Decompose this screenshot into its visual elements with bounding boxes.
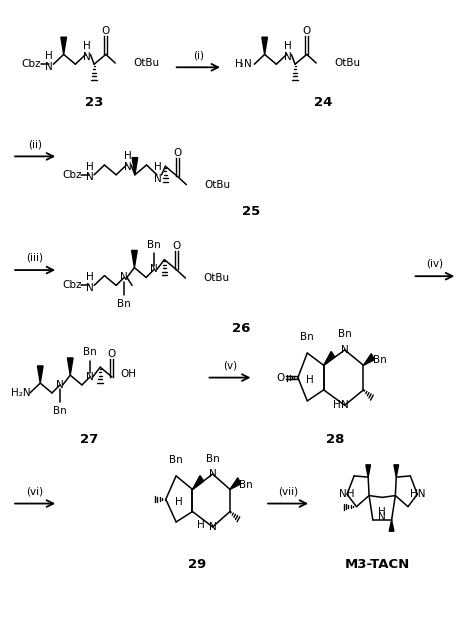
Polygon shape (132, 157, 137, 175)
Text: O: O (303, 26, 311, 36)
Polygon shape (132, 250, 137, 268)
Text: H₂N: H₂N (11, 388, 31, 398)
Text: 29: 29 (188, 559, 206, 572)
Text: (iv): (iv) (426, 259, 444, 269)
Text: O: O (276, 373, 285, 383)
Polygon shape (366, 465, 371, 477)
Text: Bn: Bn (169, 456, 183, 466)
Text: H: H (124, 151, 131, 161)
Text: M3-TACN: M3-TACN (345, 559, 410, 572)
Text: ₂: ₂ (239, 60, 243, 69)
Text: H: H (235, 60, 242, 69)
Text: H: H (333, 401, 341, 410)
Text: H: H (197, 520, 205, 530)
Text: N: N (341, 401, 348, 410)
Text: H: H (306, 375, 313, 385)
Text: Cbz: Cbz (63, 280, 82, 290)
Text: Bn: Bn (83, 347, 97, 357)
Text: O: O (173, 148, 181, 157)
Text: O: O (102, 26, 110, 36)
Text: 28: 28 (326, 433, 345, 446)
Text: N: N (45, 62, 53, 73)
Text: 27: 27 (80, 433, 99, 446)
Text: 26: 26 (232, 322, 251, 335)
Text: OtBu: OtBu (204, 180, 230, 190)
Text: NH: NH (339, 489, 355, 499)
Polygon shape (389, 520, 394, 531)
Text: N: N (154, 174, 162, 184)
Text: 25: 25 (242, 205, 260, 218)
Text: H: H (45, 51, 53, 61)
Polygon shape (61, 37, 66, 55)
Polygon shape (67, 358, 73, 375)
Text: H: H (86, 272, 93, 283)
Text: O: O (172, 241, 180, 251)
Text: N: N (209, 469, 217, 479)
Polygon shape (262, 37, 267, 55)
Text: (i): (i) (193, 50, 204, 60)
Text: H: H (284, 41, 292, 51)
Text: N: N (378, 512, 386, 521)
Text: N: N (284, 52, 292, 62)
Text: Bn: Bn (373, 355, 387, 365)
Text: Bn: Bn (206, 454, 219, 464)
Text: N: N (341, 345, 348, 355)
Text: N: N (86, 372, 94, 382)
Text: N: N (56, 380, 64, 390)
Text: N: N (244, 60, 252, 69)
Text: O: O (108, 348, 116, 358)
Polygon shape (324, 352, 335, 365)
Text: N: N (120, 272, 128, 283)
Text: N: N (124, 162, 131, 172)
Text: (ii): (ii) (28, 139, 42, 149)
Polygon shape (37, 366, 43, 383)
Text: H: H (83, 41, 91, 51)
Polygon shape (394, 465, 399, 477)
Text: N: N (209, 522, 217, 532)
Text: Bn: Bn (239, 479, 253, 490)
Text: Cbz: Cbz (21, 60, 41, 69)
Text: H: H (378, 507, 386, 516)
Polygon shape (364, 353, 374, 365)
Text: OtBu: OtBu (133, 58, 159, 68)
Text: (iii): (iii) (27, 253, 44, 263)
Text: H: H (86, 162, 93, 172)
Text: N: N (86, 172, 93, 182)
Text: OtBu: OtBu (334, 58, 360, 68)
Text: H: H (154, 162, 162, 172)
Text: Bn: Bn (117, 299, 131, 309)
Text: N: N (150, 265, 158, 275)
Text: (vi): (vi) (27, 486, 44, 496)
Text: Bn: Bn (147, 240, 161, 250)
Text: (vii): (vii) (278, 486, 298, 496)
Text: H: H (174, 497, 182, 507)
Polygon shape (230, 478, 241, 489)
Text: Bn: Bn (338, 329, 352, 340)
Text: (v): (v) (223, 360, 237, 370)
Text: 24: 24 (314, 96, 333, 109)
Text: Bn: Bn (301, 332, 314, 342)
Text: 23: 23 (85, 96, 103, 109)
Text: N: N (83, 52, 91, 62)
Text: OtBu: OtBu (203, 273, 229, 283)
Text: OH: OH (120, 369, 137, 379)
Polygon shape (192, 476, 204, 489)
Text: N: N (86, 283, 93, 293)
Text: Cbz: Cbz (63, 170, 82, 180)
Text: HN: HN (410, 489, 425, 499)
Text: Bn: Bn (53, 407, 67, 417)
